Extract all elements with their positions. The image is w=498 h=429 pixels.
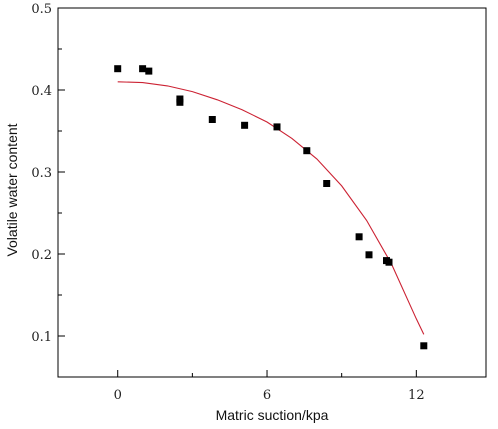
x-tick-label: 12 <box>408 388 425 403</box>
data-point <box>420 342 428 350</box>
data-point <box>241 121 249 129</box>
y-tick-label: 0.2 <box>31 248 52 263</box>
data-point <box>385 258 393 266</box>
x-tick-label: 6 <box>263 388 271 403</box>
data-point <box>365 251 373 259</box>
y-tick-label: 0.3 <box>31 166 52 181</box>
plot-frame <box>57 7 487 378</box>
y-axis-title: Volatile water content <box>4 123 20 256</box>
data-point <box>323 180 331 187</box>
data-point <box>139 65 147 73</box>
y-tick-label: 0.4 <box>31 84 52 99</box>
data-point <box>273 123 281 131</box>
data-point <box>303 147 311 155</box>
data-point <box>355 233 363 241</box>
data-point <box>145 67 153 75</box>
data-point <box>208 116 216 123</box>
x-tick-label: 0 <box>114 388 122 403</box>
x-axis-ticks: 0 6 12 <box>114 370 425 403</box>
data-point <box>114 65 122 73</box>
fit-curve <box>117 81 425 335</box>
data-point <box>176 98 184 106</box>
y-tick-label: 0.1 <box>31 330 52 345</box>
y-tick-label: 0.5 <box>31 2 52 17</box>
y-axis-ticks: 0.1 0.2 0.3 0.4 0.5 <box>31 2 65 378</box>
data-marks <box>114 65 428 350</box>
x-axis-title: Matric suction/kpa <box>216 407 329 423</box>
